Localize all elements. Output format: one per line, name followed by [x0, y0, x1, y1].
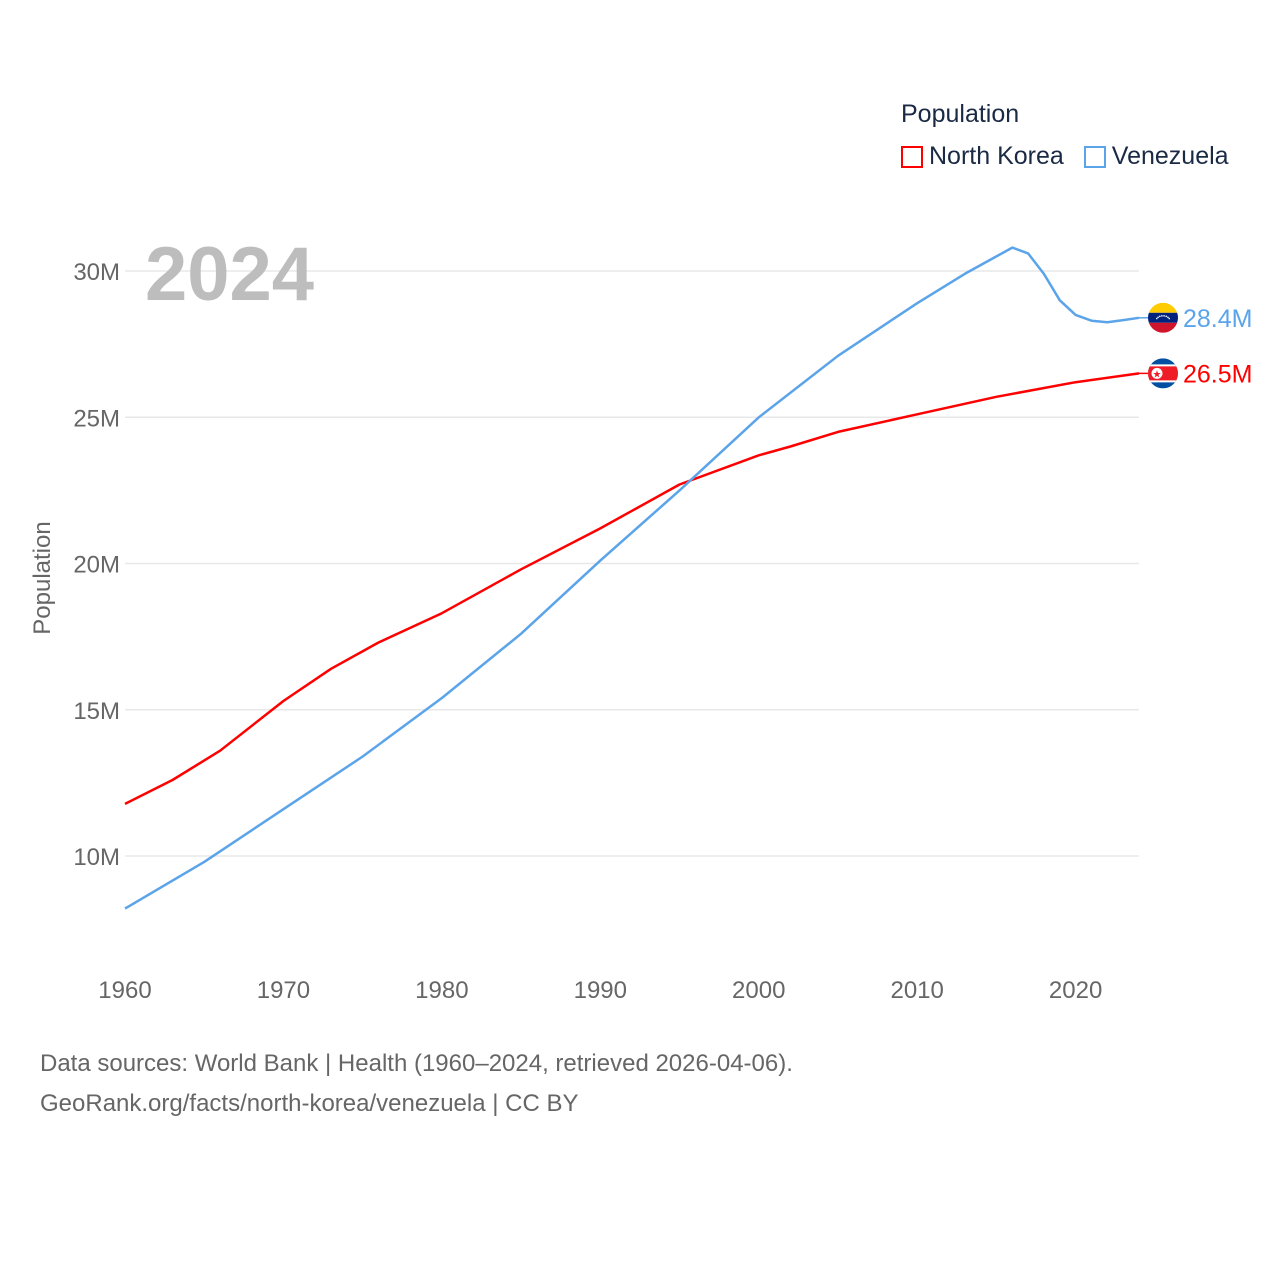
y-tick-label: 15M: [73, 698, 120, 725]
flag-star: [1155, 317, 1158, 320]
legend-item-north-korea[interactable]: North Korea: [901, 142, 1064, 171]
flag-star: ★: [1153, 369, 1162, 380]
flag-body: [1148, 302, 1178, 333]
flag-disc: [1151, 367, 1163, 379]
flag-star: [1165, 315, 1167, 318]
y-tick-label: 20M: [73, 552, 120, 579]
y-tick-label: 25M: [73, 405, 120, 432]
flag-star: [1168, 317, 1171, 320]
series-lines: [124, 246, 1140, 910]
y-tick-label: 30M: [73, 259, 120, 286]
flag-body: ★: [1148, 358, 1178, 389]
y-axis-label: Population: [29, 521, 56, 634]
footer: Data sources: World Bank | Health (1960–…: [40, 1044, 793, 1124]
flag-star: [1167, 316, 1169, 319]
flag-star: [1163, 315, 1165, 317]
x-tick-label: 2020: [1049, 977, 1102, 1004]
legend-label: Venezuela: [1111, 142, 1229, 170]
series-line-venezuela: [124, 246, 1140, 910]
series-line-north-korea: [124, 372, 1140, 806]
year-watermark: 2024: [145, 232, 314, 317]
legend-item-venezuela[interactable]: Venezuela: [1083, 142, 1229, 171]
north-korea-flag-icon: ★: [1148, 358, 1178, 389]
end-value-label: 26.5M: [1183, 360, 1252, 388]
legend-swatch: [1083, 145, 1106, 168]
attribution-link[interactable]: GeoRank.org/facts/north-korea/venezuela …: [40, 1090, 579, 1117]
flag-stripe: [1148, 312, 1178, 323]
flag-stripe: [1148, 322, 1178, 333]
x-tick-label: 1990: [574, 977, 627, 1004]
x-tick-label: 1980: [415, 977, 468, 1004]
legend-title: Population: [901, 100, 1020, 128]
y-tick-label: 10M: [73, 844, 120, 871]
end-value-label: 28.4M: [1183, 305, 1252, 333]
flag-stripe: [1148, 302, 1178, 313]
legend-label: North Korea: [929, 142, 1064, 170]
x-axis-ticks: 1960 1970 1980 1990 2000 2010 2020: [98, 977, 1102, 1004]
x-tick-label: 2000: [732, 977, 785, 1004]
end-labels: ★ 26.5M 28.4M: [1139, 302, 1252, 389]
x-tick-label: 1970: [257, 977, 310, 1004]
venezuela-flag-icon: [1148, 302, 1178, 333]
flag-star: [1161, 315, 1163, 317]
x-tick-label: 1960: [98, 977, 151, 1004]
legend-swatch: [901, 145, 923, 168]
grid-lines: [125, 270, 1139, 857]
flag-star: [1159, 315, 1161, 318]
x-tick-label: 2010: [890, 977, 943, 1004]
data-source: Data sources: World Bank | Health (1960–…: [40, 1050, 793, 1077]
flag-star: [1157, 316, 1159, 319]
legend: North Korea Venezuela: [901, 142, 1229, 171]
y-axis-ticks: 10M 15M 20M 25M 30M: [73, 259, 120, 871]
